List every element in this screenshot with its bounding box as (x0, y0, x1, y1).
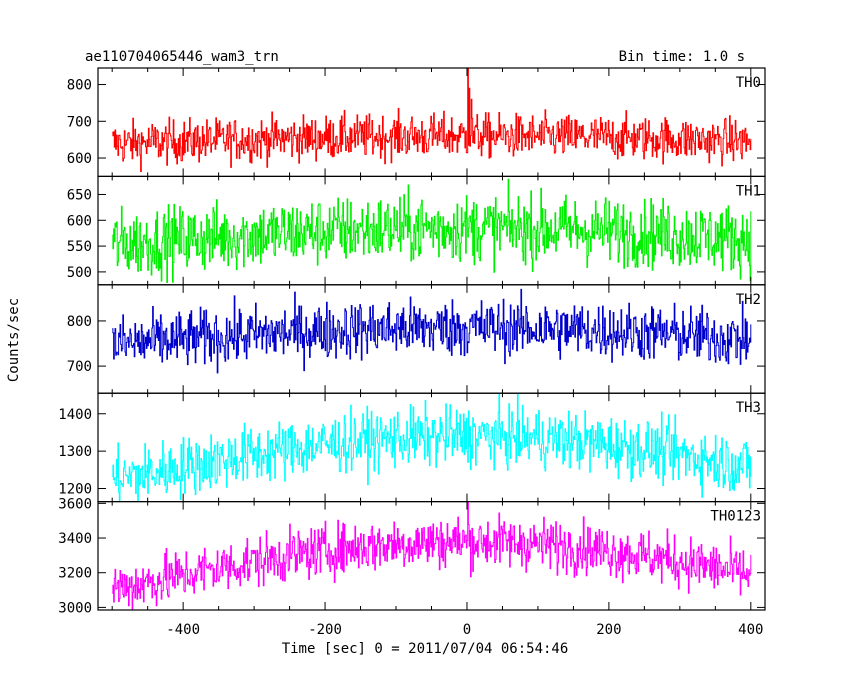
panel-th3: 1200 1300 1400 TH3 (58, 392, 766, 503)
y-tick-label: 3000 (58, 600, 92, 616)
series-th0 (112, 68, 752, 172)
panel-th1: 500 550 600 650 TH1 (67, 175, 766, 286)
y-tick-label: 1300 (58, 444, 92, 460)
y-axis-label: Counts/sec (6, 298, 22, 382)
chart-title-left: ae110704065446_wam3_trn (85, 49, 279, 65)
y-tick-label: 3400 (58, 531, 92, 547)
panel-label: TH2 (736, 292, 761, 308)
series-th2 (112, 288, 752, 374)
panel-th0123: 3000 3200 3400 3600 TH0123 (58, 496, 766, 616)
series-th0123 (112, 501, 752, 611)
panel-th2: 700 800 TH2 (67, 284, 766, 394)
y-tick-label: 3600 (58, 496, 92, 512)
x-tick-label: -200 (308, 622, 342, 638)
x-tick-label: 400 (738, 622, 763, 638)
panels-group: 600 700 800 TH0 500 550 600 650 TH1 700 800 TH2 1200… (58, 67, 766, 616)
x-tick-labels: -400 -200 0 200 400 (166, 622, 763, 638)
bin-time-label: Bin time: 1.0 s (619, 49, 745, 65)
panel-label: TH1 (736, 183, 761, 199)
y-tick-label: 700 (67, 114, 92, 130)
y-tick-label: 600 (67, 151, 92, 167)
y-tick-label: 500 (67, 265, 92, 281)
y-tick-label: 550 (67, 239, 92, 255)
x-tick-label: 0 (463, 622, 471, 638)
x-axis-label: Time [sec] 0 = 2011/07/04 06:54:46 (282, 641, 569, 657)
y-tick-label: 3200 (58, 566, 92, 582)
panel-label: TH3 (736, 400, 761, 416)
panel-label: TH0 (736, 75, 761, 91)
series-th3 (112, 393, 752, 502)
y-tick-label: 1200 (58, 482, 92, 498)
y-tick-label: 800 (67, 78, 92, 94)
x-tick-label: 200 (596, 622, 621, 638)
y-tick-label: 600 (67, 213, 92, 229)
panel-label: TH0123 (710, 509, 761, 525)
panel-th0: 600 700 800 TH0 (67, 67, 766, 178)
y-tick-label: 700 (67, 359, 92, 375)
y-tick-label: 1400 (58, 407, 92, 423)
x-tick-label: -400 (166, 622, 200, 638)
y-tick-label: 650 (67, 187, 92, 203)
series-th1 (112, 178, 752, 283)
y-tick-label: 800 (67, 314, 92, 330)
panel-frame-th3 (97, 392, 766, 503)
